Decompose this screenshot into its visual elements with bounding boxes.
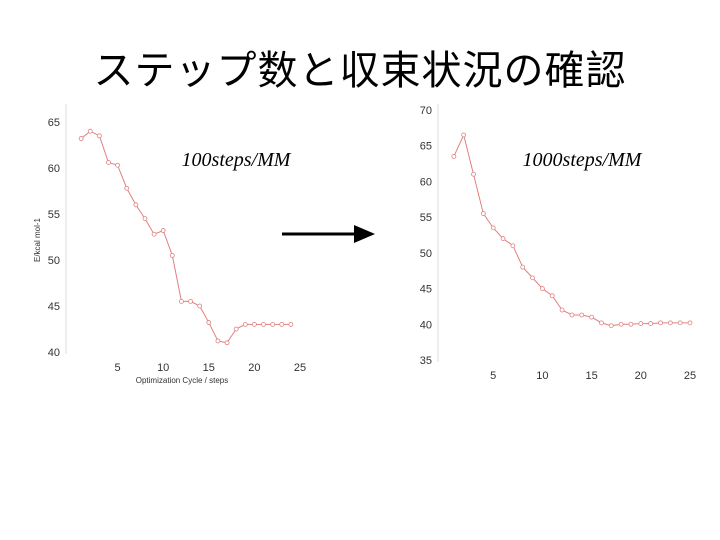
y-tick-label: 60 [420,176,432,188]
data-point [206,320,212,325]
data-point [559,307,565,313]
data-point [471,171,476,177]
y-tick-label: 65 [48,117,60,129]
data-point [500,236,506,241]
x-tick-label: 25 [294,362,306,374]
x-axis-label: Optimization Cycle / steps [136,376,228,385]
data-point [638,321,644,326]
data-point [169,252,175,258]
y-tick-label: 55 [48,209,60,221]
data-point [677,320,683,326]
data-point [490,225,496,231]
data-point [569,312,575,318]
x-tick-label: 20 [248,362,260,374]
data-point [133,202,139,208]
data-point [658,320,663,326]
data-point [589,314,594,320]
data-point [242,321,248,327]
data-point [480,211,486,216]
data-point [608,323,614,329]
y-tick-label: 70 [420,105,432,117]
y-tick-label: 55 [420,212,432,224]
x-tick-label: 15 [585,370,597,382]
data-point [579,312,585,318]
slide-title: ステップ数と収束状況の確認 [93,48,627,94]
data-point [510,243,516,249]
data-point [530,275,535,281]
data-point [87,128,93,134]
y-tick-label: 40 [48,347,60,359]
data-point [648,321,654,326]
y-tick-label: 45 [420,284,432,296]
data-point [106,160,111,165]
data-point [279,321,285,327]
chart-annotation: 1000steps/MM [523,149,643,171]
data-point [215,338,221,344]
data-point [261,321,266,327]
y-tick-label: 65 [420,141,432,153]
y-tick-label: 60 [48,163,60,175]
data-point [618,321,624,327]
data-point [96,133,102,139]
data-point [224,340,230,346]
chart-100steps: 40 45 50 55 60 65 5 10 15 20 25 Optimization Cycle … [33,104,306,385]
data-point [461,132,467,138]
data-point [520,264,526,270]
x-tick-label: 25 [684,370,696,382]
data-point [197,303,203,309]
data-point [115,162,120,168]
data-point [188,298,193,304]
data-point [549,293,555,299]
data-point [124,185,130,191]
y-tick-label: 50 [48,255,60,267]
data-point [599,320,604,326]
data-point [142,216,148,222]
x-tick-label: 15 [203,362,215,374]
y-tick-label: 40 [420,319,432,331]
data-point [687,320,693,326]
data-point [179,298,184,304]
chart-annotation: 100steps/MM [182,149,292,171]
chart-1000steps: 35 40 45 50 55 60 65 70 5 10 15 20 25 1000steps/MM [420,104,696,382]
data-point [628,321,634,327]
data-point [270,321,276,327]
data-point [667,320,673,326]
data-point [288,321,294,327]
x-tick-label: 10 [536,370,548,382]
data-point [78,136,84,141]
x-tick-label: 20 [635,370,647,382]
x-tick-label: 10 [157,362,169,374]
y-axis-label: E/kcal mol-1 [33,217,42,262]
y-tick-label: 50 [420,248,432,260]
data-point [160,228,166,233]
y-tick-label: 35 [420,355,432,367]
data-point [251,321,257,327]
x-tick-label: 5 [490,370,496,382]
data-point [151,231,157,237]
data-point [451,154,457,159]
x-tick-label: 5 [115,362,121,374]
y-tick-label: 45 [48,301,60,313]
data-point [540,286,545,291]
data-point [233,326,239,332]
